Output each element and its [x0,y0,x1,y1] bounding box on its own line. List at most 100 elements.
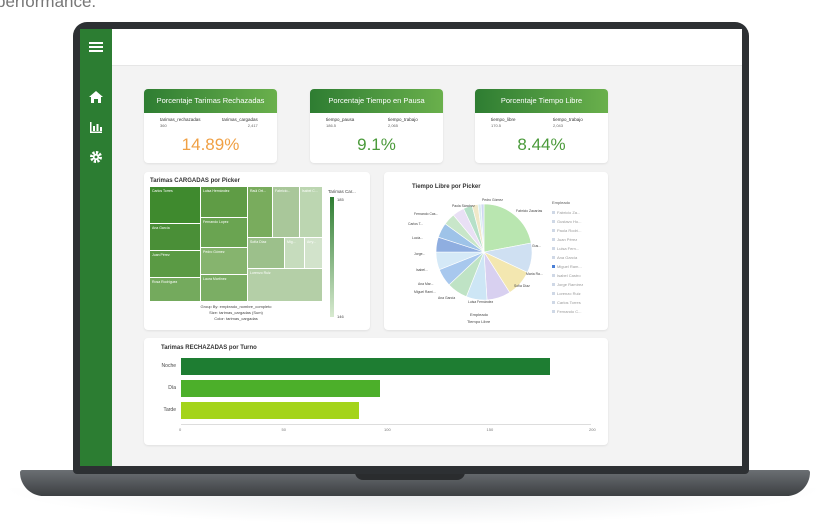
laptop-notch [355,472,465,480]
pie-legend-item[interactable]: Paola Rodrí... [552,228,581,233]
treemap-note: Size: tarimas_cargadas (Sum) [209,310,263,315]
kpi-title: Porcentaje Tiempo en Pausa [310,89,443,113]
kpi-right-metric: tiempo_trabajo 2,065 [388,117,418,128]
bar-chart-title: Tarimas RECHAZADAS por Turno [161,345,257,351]
dashboard-content: Porcentaje Tarimas Rechazadas tarimas_re… [112,66,742,466]
pie-legend-item[interactable]: Isabel Castro [552,273,581,278]
bar-category-label: Noche [161,363,176,369]
treemap-cell[interactable]: Luisa Hernández [201,187,247,217]
treemap-cell[interactable]: Rosa Rodríguez [150,278,200,301]
pie-legend-title: Empleado [552,200,571,205]
pie-xlabel: Empleado [470,312,489,317]
top-bar [112,29,742,66]
legend-swatch [552,229,555,232]
pie-slice-label: Jorge... [414,252,426,256]
kpi-left-metric: tarimas_rechazadas 360 [160,117,201,128]
x-tick-label: 50 [281,427,286,432]
treemap-cell[interactable]: Mig... [285,238,304,268]
pie-slice[interactable] [480,203,485,253]
legend-swatch [552,301,555,304]
legend-swatch [552,247,555,250]
treemap-card: Tarimas CARGADAS por Picker Carlos Torre… [144,172,370,330]
x-tick-label: 100 [384,427,391,432]
pie-slice-label: Ana García [438,296,456,300]
treemap-cell[interactable]: Sofía Díaz [248,238,284,268]
pie-legend-item[interactable]: Carlos Torres [552,300,581,305]
bar-category-label: Tarde [163,407,176,413]
pie-slice[interactable] [483,203,532,253]
treemap-cell[interactable]: Juan Pérez [150,251,200,277]
bar-chart-card: Tarimas RECHAZADAS por Turno Noche Día Tar… [144,338,608,445]
x-tick-label: 0 [179,427,182,432]
pie-slice-label: Fabricio Zacarías [516,209,543,213]
pie-slice-label: María Ra... [526,272,543,276]
treemap-note: Color: tarimas_cargadas [214,316,258,321]
pie-legend-item[interactable]: Lorenzo Ruiz [552,291,581,296]
bar[interactable] [181,358,550,375]
legend-swatch [552,292,555,295]
pie-slice-label: Isabel... [416,268,428,272]
treemap-cell[interactable]: Fernando Lopez [201,218,247,247]
bar[interactable] [181,402,360,419]
treemap-legend-min: 146 [337,314,344,319]
treemap-cell[interactable]: Ana García [150,224,200,250]
kpi-title: Porcentaje Tiempo Libre [475,89,608,113]
kpi-left-metric: tiempo_libre 170.5 [491,117,516,128]
home-icon[interactable] [88,89,104,105]
x-tick-label: 150 [486,427,494,432]
kpi-left-metric: tiempo_pausa 186.5 [326,117,355,128]
treemap-cell[interactable]: Lorenzo Ruiz [248,269,322,301]
kpi-right-metric: tarimas_cargadas 2,417 [222,117,258,128]
kpi-right-metric: tiempo_trabajo 2,043 [553,117,583,128]
pie-legend-item[interactable]: Miguel Ram... [552,264,582,269]
menu-icon[interactable] [88,39,104,55]
treemap-cell[interactable]: Carlos Torres [150,187,200,223]
pie-slice-label: Miguel Ramí... [414,290,436,294]
bar-chart-icon[interactable] [88,119,104,135]
pie-slice-label: Luisa Fernández [468,300,494,304]
legend-swatch [552,283,555,286]
kpi-title: Porcentaje Tarimas Rechazadas [144,89,277,113]
treemap-cell[interactable]: Laura Martínez [201,275,247,301]
pie-slice-label: Gus... [532,244,542,248]
pie-legend-item[interactable]: Fernando C... [552,309,581,314]
x-tick-label: 200 [589,427,596,432]
dashboard-screen: Porcentaje Tarimas Rechazadas tarimas_re… [80,29,742,466]
pie-card: Tiempo Libre por Picker Pedro Gómez Paola… [384,172,608,330]
legend-swatch [552,211,555,214]
gear-icon[interactable] [88,149,104,165]
pie-slice-label: Paola Sánchez [452,204,475,208]
pie-slice-label: Lucía... [412,236,424,240]
sidebar [80,29,112,466]
treemap-cell[interactable]: Fabricio... [273,187,299,237]
legend-swatch [552,265,555,268]
pie-ylabel: Tiempo Libre [467,319,491,324]
pie-legend-item[interactable]: Gustavo Ho... [552,219,581,224]
bar[interactable] [181,380,380,397]
pie-legend-item[interactable]: Jorge Ramírez [552,282,583,287]
legend-swatch [552,256,555,259]
treemap-cell[interactable]: Arry... [305,238,322,268]
legend-swatch [552,310,555,313]
treemap-cell[interactable]: Isabel C... [300,187,322,237]
kpi-card-libre: Porcentaje Tiempo Libre tiempo_libre 170.… [475,89,608,163]
pie-legend-item[interactable]: Fabricio Za... [552,210,580,215]
pie-slice-label: Carlos T... [408,222,424,226]
kpi-value: 8.44% [517,135,566,154]
pie-title: Tiempo Libre por Picker [412,184,481,190]
pie-legend-item[interactable]: Juan Pérez [552,237,577,242]
treemap-cell[interactable]: Raúl Ort... [248,187,272,237]
kpi-value: 9.1% [357,135,396,154]
treemap-note: Group By: empleado_nombre_completo [200,304,272,309]
treemap-cell[interactable]: Pedro Gómez [201,248,247,274]
treemap-legend-max: 185 [337,197,344,202]
page-caption: performance. [0,0,97,11]
pie-slice-label: Sofía Díaz [514,284,530,288]
kpi-card-rechazadas: Porcentaje Tarimas Rechazadas tarimas_re… [144,89,277,163]
pie-legend-item[interactable]: Ana García [552,255,577,260]
kpi-value: 14.89% [181,135,240,154]
legend-swatch [552,274,555,277]
bar-category-label: Día [168,385,176,391]
pie-chart[interactable] [434,202,534,302]
pie-legend-item[interactable]: Luisa Fern... [552,246,579,251]
